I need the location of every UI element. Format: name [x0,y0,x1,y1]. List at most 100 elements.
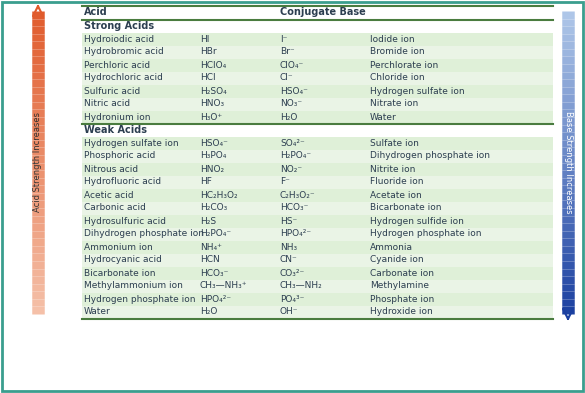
Text: Hydrochloric acid: Hydrochloric acid [84,73,163,83]
Bar [82,280,553,293]
Text: Hydrocyanic acid: Hydrocyanic acid [84,255,162,264]
Text: HSO₄⁻: HSO₄⁻ [200,138,228,147]
Text: OH⁻: OH⁻ [280,307,298,316]
Bar [82,215,553,228]
Bar [82,189,553,202]
Text: HCN: HCN [200,255,220,264]
Text: Carbonate ion: Carbonate ion [370,268,434,277]
Bar [82,293,553,306]
Text: Hydrogen sulfate ion: Hydrogen sulfate ion [370,86,464,95]
Text: Ammonium ion: Ammonium ion [84,242,153,252]
Text: HCO₃⁻: HCO₃⁻ [280,204,308,213]
Bar [82,111,553,124]
Text: Nitrite ion: Nitrite ion [370,165,415,173]
Text: Hydrogen phosphate ion: Hydrogen phosphate ion [370,230,481,239]
Text: HF: HF [200,178,212,187]
Text: Nitric acid: Nitric acid [84,99,130,108]
Text: Nitrous acid: Nitrous acid [84,165,138,173]
Text: Base Strength Increases: Base Strength Increases [563,111,573,214]
Text: HI: HI [200,35,209,44]
Text: H₃PO₄: H₃PO₄ [200,151,226,160]
Text: HCO₃⁻: HCO₃⁻ [200,268,228,277]
Text: HPO₄²⁻: HPO₄²⁻ [280,230,311,239]
Bar [82,202,553,215]
Text: Bicarbonate ion: Bicarbonate ion [370,204,442,213]
Text: CH₃—NH₃⁺: CH₃—NH₃⁺ [200,281,247,290]
Text: Hydrogen phosphate ion: Hydrogen phosphate ion [84,294,195,303]
Text: Bromide ion: Bromide ion [370,48,425,57]
Text: Cyanide ion: Cyanide ion [370,255,424,264]
Text: HS⁻: HS⁻ [280,217,297,226]
Text: H₂O: H₂O [280,112,297,121]
Bar [82,176,553,189]
Text: Chloride ion: Chloride ion [370,73,425,83]
Text: Conjugate Base: Conjugate Base [280,7,366,17]
Bar [82,72,553,85]
Text: Carbonic acid: Carbonic acid [84,204,146,213]
Bar [82,46,553,59]
Text: Water: Water [370,112,397,121]
Text: Br⁻: Br⁻ [280,48,295,57]
Text: Hydrosulfuric acid: Hydrosulfuric acid [84,217,166,226]
Bar [82,163,553,176]
Bar [82,85,553,98]
Text: Hydrofluoric acid: Hydrofluoric acid [84,178,161,187]
Text: CO₃²⁻: CO₃²⁻ [280,268,305,277]
Text: H₂PO₄⁻: H₂PO₄⁻ [200,230,231,239]
Text: H₂SO₄: H₂SO₄ [200,86,227,95]
Text: Acetate ion: Acetate ion [370,191,422,200]
Text: Hydrogen sulfide ion: Hydrogen sulfide ion [370,217,464,226]
Text: NH₄⁺: NH₄⁺ [200,242,222,252]
Text: Methylamine: Methylamine [370,281,429,290]
Text: Ammonia: Ammonia [370,242,413,252]
Text: I⁻: I⁻ [280,35,287,44]
Text: Cl⁻: Cl⁻ [280,73,294,83]
Bar [82,98,553,111]
Text: HSO₄⁻: HSO₄⁻ [280,86,308,95]
Text: HPO₄²⁻: HPO₄²⁻ [200,294,231,303]
Text: Hydrobromic acid: Hydrobromic acid [84,48,164,57]
Text: Perchloric acid: Perchloric acid [84,61,150,70]
Text: Sulfuric acid: Sulfuric acid [84,86,140,95]
Text: Hydroxide ion: Hydroxide ion [370,307,433,316]
Text: H₂O: H₂O [200,307,218,316]
Text: F⁻: F⁻ [280,178,290,187]
Bar [82,267,553,280]
Text: Dihydrogen phosphate ion: Dihydrogen phosphate ion [370,151,490,160]
Text: CN⁻: CN⁻ [280,255,298,264]
Text: Strong Acids: Strong Acids [84,21,154,31]
Text: Phosphate ion: Phosphate ion [370,294,434,303]
Text: Sulfate ion: Sulfate ion [370,138,419,147]
Text: HC₂H₃O₂: HC₂H₃O₂ [200,191,238,200]
Text: ClO₄⁻: ClO₄⁻ [280,61,304,70]
Text: Hydronium ion: Hydronium ion [84,112,150,121]
Text: H₃O⁺: H₃O⁺ [200,112,222,121]
Text: CH₃—NH₂: CH₃—NH₂ [280,281,323,290]
Text: Dihydrogen phosphate ion: Dihydrogen phosphate ion [84,230,204,239]
Text: NH₃: NH₃ [280,242,297,252]
Text: Methylammonium ion: Methylammonium ion [84,281,183,290]
Text: C₂H₃O₂⁻: C₂H₃O₂⁻ [280,191,316,200]
Text: Weak Acids: Weak Acids [84,125,147,135]
Text: Hydroiodic acid: Hydroiodic acid [84,35,154,44]
Text: HBr: HBr [200,48,216,57]
Bar [82,33,553,46]
Bar [82,228,553,241]
Bar [82,254,553,267]
Text: NO₂⁻: NO₂⁻ [280,165,302,173]
Text: Phosphoric acid: Phosphoric acid [84,151,156,160]
Text: Hydrogen sulfate ion: Hydrogen sulfate ion [84,138,178,147]
Text: H₂PO₄⁻: H₂PO₄⁻ [280,151,311,160]
Text: NO₃⁻: NO₃⁻ [280,99,302,108]
Text: Bicarbonate ion: Bicarbonate ion [84,268,156,277]
Text: Acid Strength Increases: Acid Strength Increases [33,112,43,213]
Text: HNO₂: HNO₂ [200,165,224,173]
Text: HClO₄: HClO₄ [200,61,226,70]
Text: Nitrate ion: Nitrate ion [370,99,418,108]
Text: SO₄²⁻: SO₄²⁻ [280,138,305,147]
Bar [82,137,553,150]
Text: Acid: Acid [84,7,108,17]
Bar [82,306,553,319]
Text: Water: Water [84,307,111,316]
Bar [82,59,553,72]
